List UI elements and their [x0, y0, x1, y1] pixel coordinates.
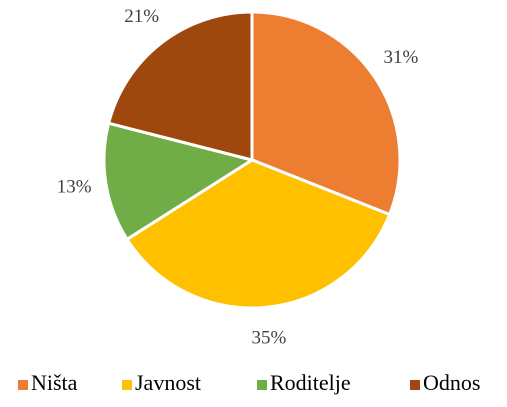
data-label: 13%: [57, 177, 92, 198]
legend-swatch: [257, 380, 267, 390]
pie-slice: [250, 10, 402, 217]
data-label: 35%: [252, 328, 287, 349]
legend-swatch: [122, 380, 132, 390]
legend-swatch: [18, 380, 28, 390]
pie-slice: [102, 121, 256, 242]
legend-label: Javnost: [135, 370, 201, 395]
pie-slice: [106, 10, 254, 162]
data-label: 21%: [124, 6, 159, 27]
data-label: 31%: [383, 47, 418, 68]
legend-label: Odnos: [423, 370, 480, 395]
legend-label: Roditelje: [270, 370, 351, 395]
legend-label: Ništa: [31, 370, 78, 395]
legend-swatch: [410, 380, 420, 390]
pie-slice: [124, 158, 392, 310]
